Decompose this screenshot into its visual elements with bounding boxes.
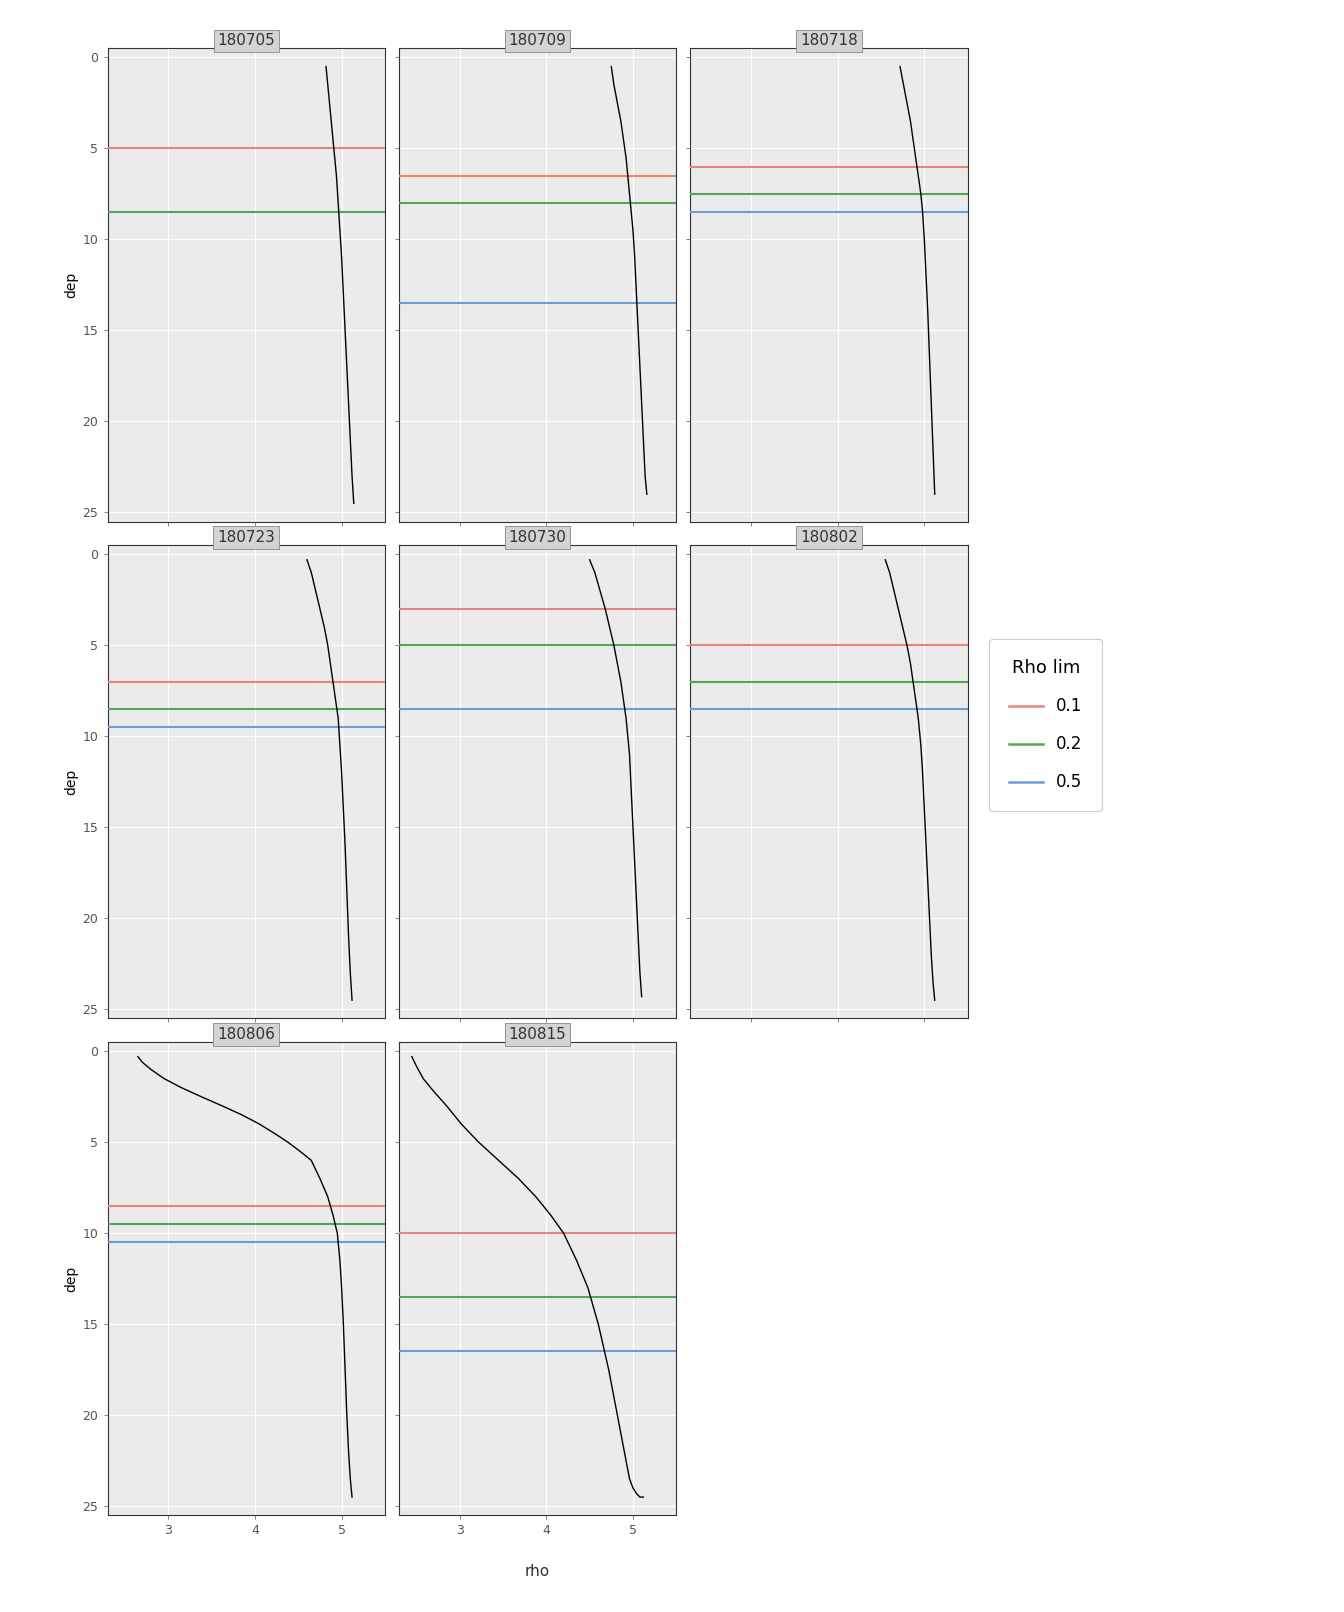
Y-axis label: dep: dep [65, 769, 78, 795]
Text: rho: rho [526, 1564, 550, 1580]
Legend: 0.1, 0.2, 0.5: 0.1, 0.2, 0.5 [989, 640, 1102, 811]
Text: 180806: 180806 [218, 1027, 276, 1041]
Text: 180802: 180802 [800, 530, 857, 545]
Text: 180709: 180709 [508, 34, 567, 48]
Text: 180718: 180718 [800, 34, 857, 48]
Y-axis label: dep: dep [65, 1265, 78, 1291]
Text: 180730: 180730 [508, 530, 567, 545]
Y-axis label: dep: dep [65, 272, 78, 298]
Text: 180705: 180705 [218, 34, 276, 48]
Text: 180723: 180723 [218, 530, 276, 545]
Text: 180815: 180815 [509, 1027, 566, 1041]
